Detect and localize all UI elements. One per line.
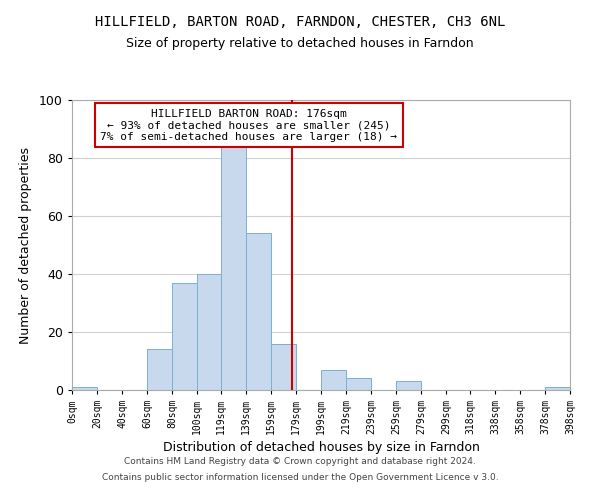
- Bar: [321, 370, 346, 390]
- Text: HILLFIELD, BARTON ROAD, FARNDON, CHESTER, CH3 6NL: HILLFIELD, BARTON ROAD, FARNDON, CHESTER…: [95, 15, 505, 29]
- Bar: [172, 282, 197, 390]
- Bar: [197, 274, 221, 390]
- Bar: [221, 146, 246, 390]
- Text: Contains HM Land Registry data © Crown copyright and database right 2024.: Contains HM Land Registry data © Crown c…: [124, 458, 476, 466]
- Bar: [346, 378, 371, 390]
- Bar: [396, 382, 421, 390]
- Bar: [271, 344, 296, 390]
- X-axis label: Distribution of detached houses by size in Farndon: Distribution of detached houses by size …: [163, 441, 479, 454]
- Text: HILLFIELD BARTON ROAD: 176sqm
← 93% of detached houses are smaller (245)
7% of s: HILLFIELD BARTON ROAD: 176sqm ← 93% of d…: [100, 108, 397, 142]
- Bar: [545, 387, 570, 390]
- Text: Contains public sector information licensed under the Open Government Licence v : Contains public sector information licen…: [101, 472, 499, 482]
- Text: Size of property relative to detached houses in Farndon: Size of property relative to detached ho…: [126, 38, 474, 51]
- Bar: [246, 234, 271, 390]
- Y-axis label: Number of detached properties: Number of detached properties: [19, 146, 32, 344]
- Bar: [72, 387, 97, 390]
- Bar: [147, 350, 172, 390]
